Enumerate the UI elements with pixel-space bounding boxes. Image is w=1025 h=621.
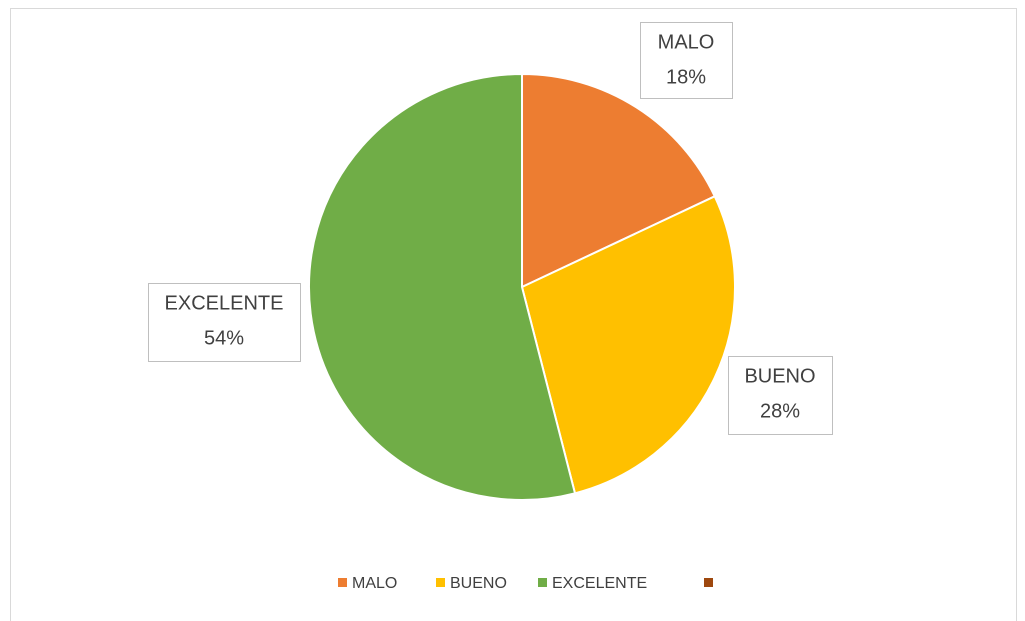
- pie-slice: [308, 72, 577, 501]
- legend-label: BUENO: [450, 575, 507, 592]
- data-label-box: [640, 22, 733, 99]
- pie-slice: [521, 72, 717, 289]
- data-label-box: [728, 356, 833, 435]
- data-label-value: 18%: [666, 66, 706, 88]
- legend-swatch: [704, 578, 713, 587]
- legend-swatch: [538, 578, 547, 587]
- legend-swatch: [436, 578, 445, 587]
- data-label-value: 54%: [204, 327, 244, 349]
- data-label-value: 28%: [760, 400, 800, 422]
- legend-swatch: [338, 578, 347, 587]
- data-label-box: [148, 283, 301, 362]
- data-label-category: MALO: [658, 31, 715, 53]
- data-label-category: EXCELENTE: [165, 292, 284, 314]
- data-label-category: BUENO: [744, 365, 815, 387]
- pie-slice: [520, 194, 736, 495]
- legend-label: MALO: [352, 575, 397, 592]
- legend-label: EXCELENTE: [552, 575, 647, 592]
